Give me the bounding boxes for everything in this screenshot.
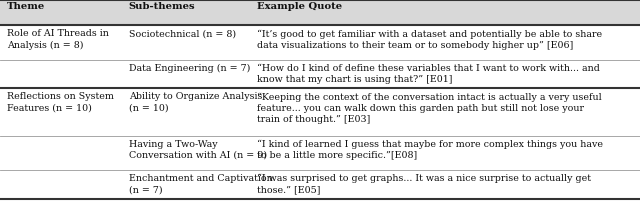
Text: “Keeping the context of the conversation intact is actually a very useful
featur: “Keeping the context of the conversation… bbox=[257, 92, 602, 124]
Text: Data Engineering (n = 7): Data Engineering (n = 7) bbox=[129, 63, 250, 73]
Text: “I kind of learned I guess that maybe for more complex things you have
to be a l: “I kind of learned I guess that maybe fo… bbox=[257, 140, 603, 160]
Text: Ability to Organize Analysis
(n = 10): Ability to Organize Analysis (n = 10) bbox=[129, 92, 262, 112]
Text: Role of AI Threads in
Analysis (n = 8): Role of AI Threads in Analysis (n = 8) bbox=[7, 29, 109, 50]
Text: Having a Two-Way
Conversation with AI (n = 9): Having a Two-Way Conversation with AI (n… bbox=[129, 140, 267, 160]
Text: “How do I kind of define these variables that I want to work with... and
know th: “How do I kind of define these variables… bbox=[257, 63, 600, 84]
Text: Theme: Theme bbox=[7, 2, 45, 11]
Text: Sociotechnical (n = 8): Sociotechnical (n = 8) bbox=[129, 29, 236, 38]
Text: Example Quote: Example Quote bbox=[257, 2, 342, 11]
Text: Reflections on System
Features (n = 10): Reflections on System Features (n = 10) bbox=[7, 92, 114, 112]
Text: “I was surprised to get graphs... It was a nice surprise to actually get
those.”: “I was surprised to get graphs... It was… bbox=[257, 174, 591, 194]
Bar bbox=[0, 0, 640, 25]
Text: Enchantment and Captivation
(n = 7): Enchantment and Captivation (n = 7) bbox=[129, 174, 273, 194]
Text: Sub-themes: Sub-themes bbox=[129, 2, 195, 11]
Text: “It’s good to get familiar with a dataset and potentially be able to share
data : “It’s good to get familiar with a datase… bbox=[257, 29, 602, 50]
